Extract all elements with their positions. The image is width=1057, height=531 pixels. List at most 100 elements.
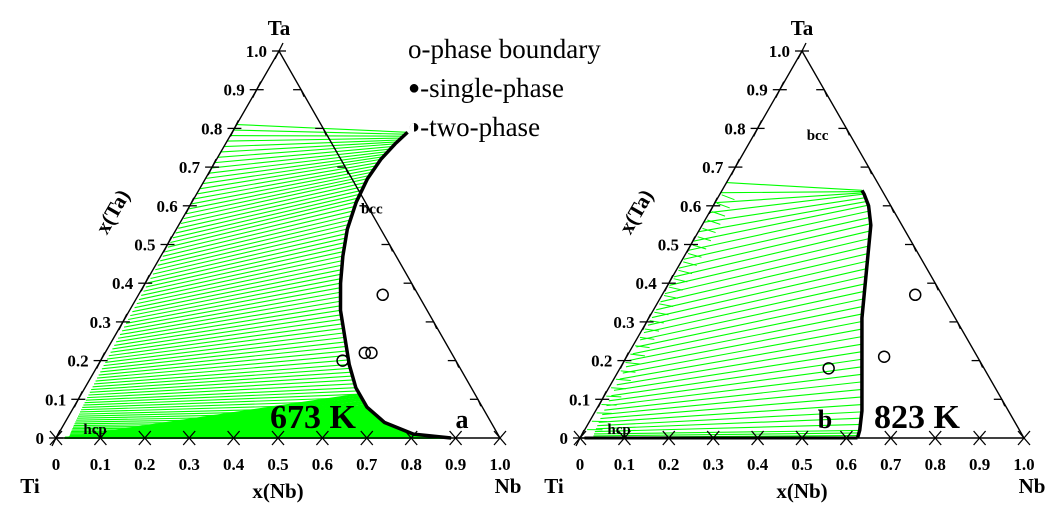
y-tick-label: 0.5 [134,236,155,255]
tieline [64,393,360,439]
x-tick [706,430,720,446]
y-tick [642,321,648,331]
tieline [82,396,362,409]
x-axis-label: x(Nb) [252,479,303,503]
x-tick-label: 1.0 [1013,455,1034,474]
tieline [709,193,865,214]
panel-label: a [456,405,469,434]
data-point [336,354,349,367]
x-tick [845,437,853,446]
y-tick-label: 0.9 [747,81,768,100]
x-tick [233,437,241,446]
tick-group [49,42,507,447]
x-tick [315,430,329,446]
y-tick [646,313,652,323]
tieline [152,228,348,275]
tieline [230,135,404,137]
tieline [143,246,345,292]
y-tick [801,42,807,52]
tieline [651,268,867,319]
phase-boundary-curve [338,130,452,440]
tieline [103,336,345,367]
right-tick [477,399,482,407]
y-tick [55,429,61,439]
y-tick [708,205,714,215]
legend-single-phase: ●-single-phase [408,69,601,108]
tieline [715,192,864,204]
tieline [720,191,863,194]
x-tick-label: 0.3 [179,455,200,474]
x-tick-label: 0.7 [356,455,378,474]
tieline [678,269,693,275]
x-tick-label: 0.6 [312,455,333,474]
tieline [606,395,622,398]
tieline [125,282,341,324]
right-tick [322,128,327,136]
tieline [94,363,350,385]
x-tick [617,430,625,439]
tieline [593,432,859,437]
x-tick [271,430,279,439]
tieline [639,290,865,341]
tieline [639,336,655,340]
tieline [212,148,391,169]
x-tick [712,437,720,446]
data-point [358,346,372,360]
data-point [365,346,378,360]
tieline [175,189,363,234]
right-tick [979,360,984,368]
tieline [180,182,366,225]
y-tick-label: 1.0 [246,42,267,61]
x-tick [1017,430,1025,439]
tieline [197,162,379,195]
tieline [649,320,664,324]
x-tick [928,430,936,439]
tieline [138,255,343,301]
tieline [88,379,354,396]
tieline [630,353,645,357]
y-tick-label: 0.3 [90,313,111,332]
tieline [629,313,863,361]
y-tick [77,391,83,400]
legend-single-label: -single-phase [420,73,565,103]
x-tick [623,437,631,446]
tieline [160,214,352,262]
y-tick-label: 0.7 [179,158,201,177]
x-tick [449,430,457,439]
x-tick [493,430,501,439]
x-tick [182,430,190,439]
x-tick-label: 0.5 [267,455,288,474]
x-tick-label: 0 [576,455,585,474]
tieline [218,143,396,158]
right-tick [845,128,850,136]
corner-label-right: Nb [1019,474,1046,498]
x-tick [404,430,412,439]
tieline [625,320,863,368]
y-tick [96,360,102,369]
y-tick [601,391,607,400]
right-tick [934,282,939,291]
y-tick [185,205,191,215]
tieline [692,244,707,250]
y-tick-label: 0.2 [591,352,612,371]
right-tick [868,166,873,175]
tieline [206,153,386,179]
tieline [172,193,361,239]
y-tick [162,244,169,253]
x-tick [751,430,759,439]
x-tick [227,430,241,446]
x-tick [138,430,146,439]
tieline [221,141,398,153]
x-tick [795,430,809,446]
tieline [191,168,375,205]
tieline [83,393,360,406]
tieline [669,237,870,286]
x-tick-label: 0.4 [747,455,769,474]
tieline [101,341,346,370]
y-axis-label: x(Ta) [614,185,658,238]
x-tick [579,437,587,446]
x-tick [93,430,107,446]
tieline [663,294,678,299]
y-tick [668,274,674,284]
